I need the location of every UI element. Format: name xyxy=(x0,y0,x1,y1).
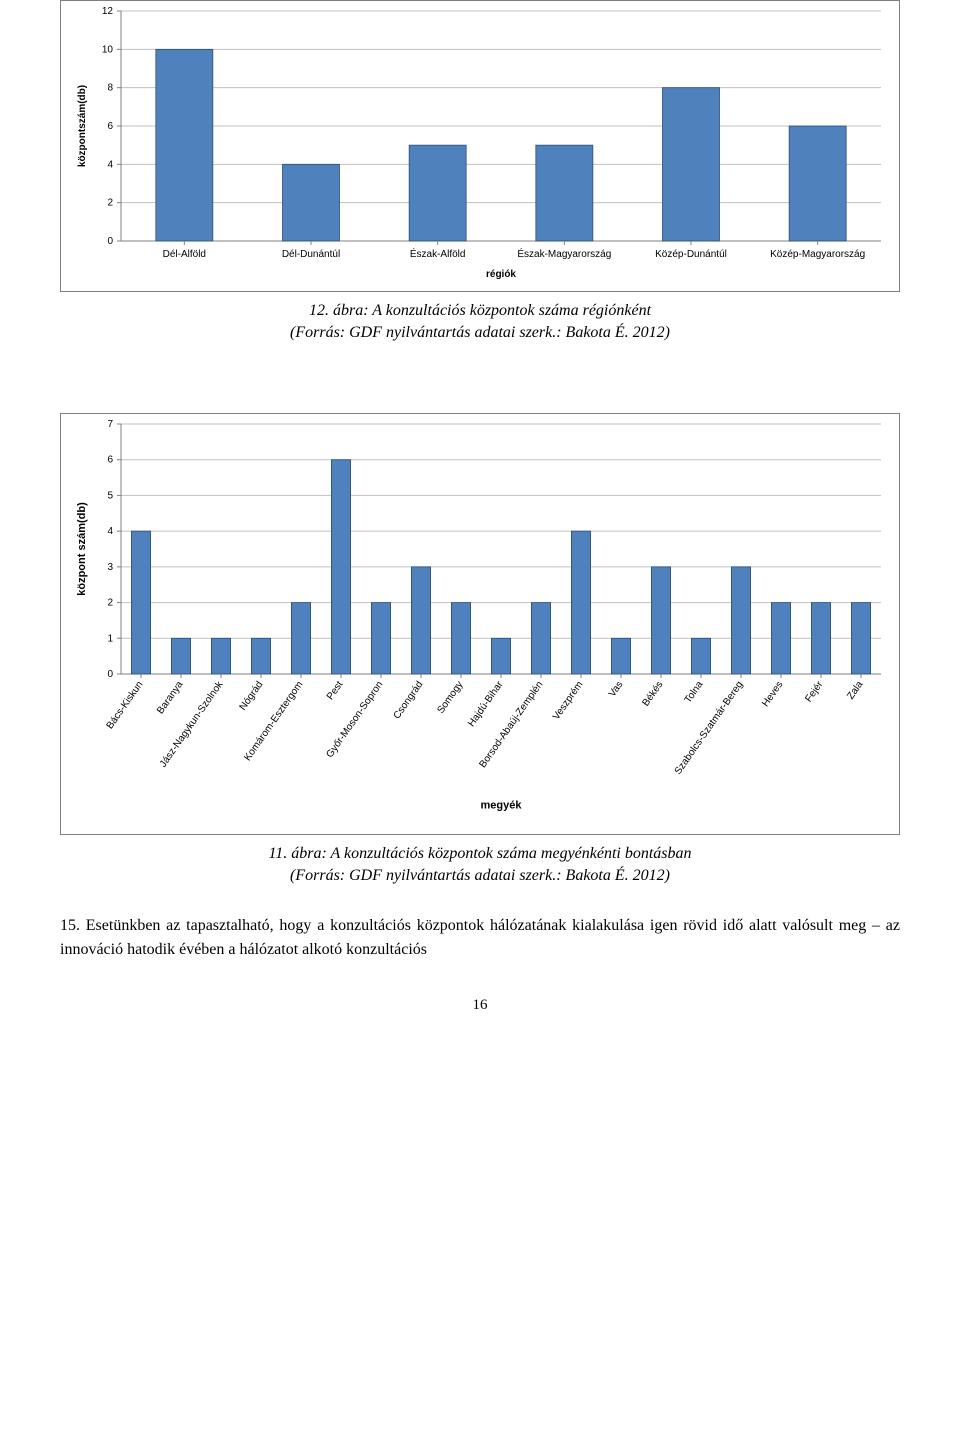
svg-text:Pest: Pest xyxy=(325,679,346,702)
svg-text:7: 7 xyxy=(107,419,113,430)
caption1-line2: (Forrás: GDF nyilvántartás adatai szerk.… xyxy=(290,324,670,341)
svg-text:központszám(db): központszám(db) xyxy=(77,85,88,167)
svg-text:Tolna: Tolna xyxy=(683,679,706,705)
svg-text:5: 5 xyxy=(107,491,113,502)
svg-text:12: 12 xyxy=(102,6,114,17)
svg-text:1: 1 xyxy=(107,633,113,644)
svg-text:Dél-Dunántúl: Dél-Dunántúl xyxy=(282,249,340,260)
svg-text:6: 6 xyxy=(107,455,113,466)
svg-text:10: 10 xyxy=(102,44,114,55)
svg-text:4: 4 xyxy=(107,159,113,170)
svg-text:Vas: Vas xyxy=(607,680,625,700)
chart1: 0 2 4 6 8 10 12 Dél-Alföld Dél-Dunántúl Észak-Alf… xyxy=(61,1,891,291)
chart2-frame: 01234567Bács-KiskunBaranyaJász-Nagykun-S… xyxy=(60,413,900,835)
svg-text:központ szám(db): központ szám(db) xyxy=(76,502,88,596)
svg-text:Zala: Zala xyxy=(845,679,865,702)
svg-text:Közép-Magyarország: Közép-Magyarország xyxy=(770,249,865,260)
svg-text:Somogy: Somogy xyxy=(435,680,465,716)
chart2: 01234567Bács-KiskunBaranyaJász-Nagykun-S… xyxy=(61,414,891,834)
svg-text:Nógrád: Nógrád xyxy=(238,680,266,713)
svg-text:Csongrád: Csongrád xyxy=(392,680,426,722)
svg-text:megyék: megyék xyxy=(481,800,523,812)
svg-text:Békés: Békés xyxy=(641,680,666,709)
caption2: 11. ábra: A konzultációs központok száma… xyxy=(60,843,900,886)
svg-text:Észak-Alföld: Észak-Alföld xyxy=(410,247,466,260)
caption1: 12. ábra: A konzultációs központok száma… xyxy=(60,300,900,343)
svg-text:Baranya: Baranya xyxy=(155,679,186,716)
svg-text:Észak-Magyarország: Észak-Magyarország xyxy=(517,247,611,260)
svg-text:Közép-Dunántúl: Közép-Dunántúl xyxy=(655,249,727,260)
caption2-line2: (Forrás: GDF nyilvántartás adatai szerk.… xyxy=(290,867,670,884)
svg-text:4: 4 xyxy=(107,526,113,537)
svg-text:Hajdú-Bihar: Hajdú-Bihar xyxy=(466,679,506,729)
caption2-line1: 11. ábra: A konzultációs központok száma… xyxy=(268,845,691,862)
body-paragraph: 15. Esetünkben az tapasztalható, hogy a … xyxy=(60,914,900,960)
svg-text:0: 0 xyxy=(107,669,113,680)
svg-text:Heves: Heves xyxy=(760,680,785,710)
svg-text:Bács-Kiskun: Bács-Kiskun xyxy=(105,680,146,732)
svg-text:Szabolcs-Szatmár-Bereg: Szabolcs-Szatmár-Bereg xyxy=(673,680,746,777)
svg-text:Dél-Alföld: Dél-Alföld xyxy=(163,249,206,260)
svg-text:8: 8 xyxy=(107,83,113,94)
caption1-line1: 12. ábra: A konzultációs központok száma… xyxy=(309,302,651,319)
svg-text:Veszprém: Veszprém xyxy=(551,680,586,723)
svg-text:6: 6 xyxy=(107,121,113,132)
svg-text:Fejér: Fejér xyxy=(803,679,825,705)
chart1-frame: 0 2 4 6 8 10 12 Dél-Alföld Dél-Dunántúl Észak-Alf… xyxy=(60,0,900,292)
svg-text:3: 3 xyxy=(107,562,113,573)
page-number: 16 xyxy=(60,997,900,1014)
svg-text:0: 0 xyxy=(107,236,113,247)
svg-text:2: 2 xyxy=(107,198,113,209)
document-page: 024681012Dél-AlföldDél-DunántúlÉszak-Alf… xyxy=(0,0,960,1054)
svg-text:2: 2 xyxy=(107,598,113,609)
svg-text:régiók: régiók xyxy=(486,269,516,280)
